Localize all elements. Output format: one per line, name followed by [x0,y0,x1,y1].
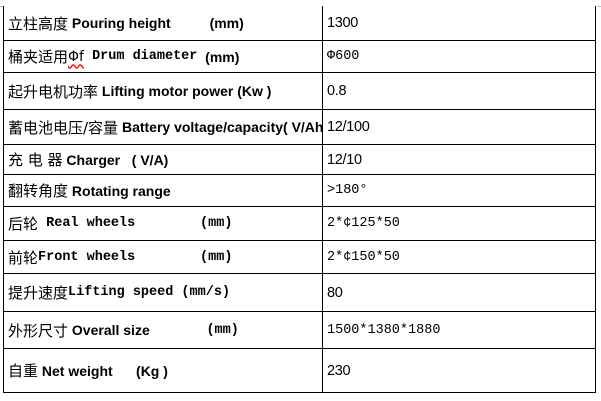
label-segment: 外形尺寸 [8,321,69,340]
value-text: 230 [327,362,351,379]
label-segment: (mm) [197,48,240,65]
value-text: 2*¢150*50 [327,249,400,265]
table-row-net-weight: 自重 Net weight (Kg ) 230 [4,349,595,392]
parameter-cell: 充 电 器 Charger ( V/A) [4,145,323,174]
label-segment: Lifting motor power [98,83,234,99]
value-cell: >180° [323,175,595,206]
label-segment: 自重 [8,362,39,380]
value-cell: 230 [323,349,595,392]
table-row-charger: 充 电 器 Charger ( V/A) 12/10 [4,145,595,175]
parameter-cell: 外形尺寸 Overall size (mm) [4,312,323,348]
value-text: 0.8 [327,83,347,99]
parameter-cell: 翻转角度 Rotating range [4,175,323,206]
value-text: 12/100 [327,119,370,135]
value-text: >180° [327,183,368,198]
label-segment: Lifting speed (mm/s) [68,285,231,300]
parameter-cell: 前轮 Front wheels (mm) [4,241,323,273]
label-segment: 提升速度 [8,284,69,302]
parameter-cell: 自重 Net weight (Kg ) [4,349,323,392]
value-text: 12/10 [327,151,362,168]
label-segment: 立柱高度 [8,14,69,33]
table-row-rear-wheels: 后轮 Real wheels (mm) 2*¢125*50 [4,207,595,241]
table-row-lifting-speed: 提升速度 Lifting speed (mm/s) 80 [4,274,595,312]
value-cell: 1300 [323,6,595,40]
parameter-cell: 起升电机功率 Lifting motor power (Kw ) [4,73,323,109]
value-text: 1500*1380*1880 [327,322,441,338]
parameter-cell: 桶夹适用 Φf Drum diameter (mm) [4,41,323,72]
label-segment: Overall size [68,322,150,338]
table-row-pouring-height: 立柱高度 Pouring height (mm) 1300 [4,6,595,41]
label-segment: Front wheels [38,249,136,265]
parameter-cell: 蓄电池电压/容量 Battery voltage/capacity( V/Ah) [4,110,323,144]
label-segment: 起升电机功率 [8,82,99,101]
table-row-battery-voltage-capacity: 蓄电池电压/容量 Battery voltage/capacity( V/Ah)… [4,110,595,145]
label-segment: Drum diameter [83,49,198,64]
table-row-lifting-motor-power: 起升电机功率 Lifting motor power (Kw ) 0.8 [4,73,595,110]
label-segment: (mm) [170,15,244,31]
value-cell: 12/10 [323,145,595,174]
parameter-cell: 立柱高度 Pouring height (mm) [4,6,323,40]
label-segment: (mm) [149,322,239,338]
label-segment: Charger [62,151,121,168]
label-segment: (Kw ) [233,83,272,99]
label-segment: 蓄电池电压/容量 [8,118,119,137]
value-cell: 80 [323,274,595,311]
label-segment: 桶夹适用 [8,48,69,66]
label-segment: Battery voltage/capacity( V/Ah) [118,119,323,135]
value-cell: 12/100 [323,110,595,144]
label-segment: Pouring height [68,15,171,31]
label-segment: 后轮 [8,215,39,233]
value-text: Φ600 [327,49,360,64]
value-text: 2*¢125*50 [327,216,400,231]
label-segment: (Kg ) [112,362,168,379]
value-cell: 2*¢125*50 [323,207,595,240]
parameter-cell: 提升速度 Lifting speed (mm/s) [4,274,323,311]
label-segment: Real wheels [38,216,136,231]
label-segment: Rotating range [68,182,171,199]
table-row-overall-size: 外形尺寸 Overall size (mm) 1500*1380*1880 [4,312,595,349]
value-cell: 1500*1380*1880 [323,312,595,348]
table-row-front-wheels: 前轮 Front wheels (mm) 2*¢150*50 [4,241,595,274]
value-text: 1300 [327,15,359,31]
table-row-rotating-range: 翻转角度 Rotating range >180° [4,175,595,207]
label-segment: ( V/A) [120,151,169,168]
label-segment: (mm) [135,216,233,231]
value-text: 80 [327,284,343,301]
label-segment: 充 电 器 [8,151,63,169]
label-segment: 前轮 [8,248,39,267]
spellcheck-text: Φf [68,48,84,65]
value-cell: 0.8 [323,73,595,109]
value-cell: 2*¢150*50 [323,241,595,273]
spec-table: 立柱高度 Pouring height (mm) 1300 桶夹适用 Φf Dru… [3,6,596,393]
value-cell: Φ600 [323,41,595,72]
table-row-drum-diameter: 桶夹适用 Φf Drum diameter (mm) Φ600 [4,41,595,73]
label-segment: Net weight [38,362,113,379]
parameter-cell: 后轮 Real wheels (mm) [4,207,323,240]
label-segment: 翻转角度 [8,182,69,200]
label-segment: (mm) [135,249,233,265]
